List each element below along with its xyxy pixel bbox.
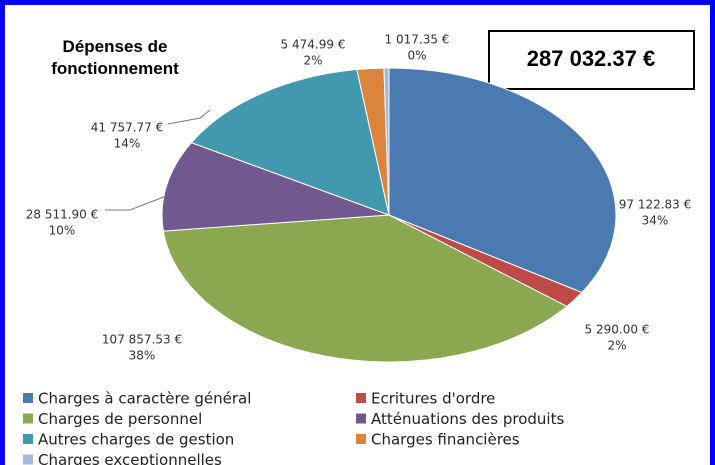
legend-swatch: [23, 413, 33, 424]
percent-label: 2%: [607, 339, 626, 353]
legend-label: Charges exceptionnelles: [38, 451, 222, 465]
pie-slice: [383, 67, 390, 216]
value-label: 28 511.90 €: [26, 208, 99, 222]
value-label: 97 122.83 €: [619, 198, 692, 212]
legend-swatch: [356, 413, 366, 424]
total: 287 032.37 €: [527, 46, 655, 71]
value-label: 1 017.35 €: [385, 33, 450, 47]
percent-label: 10%: [49, 224, 76, 238]
pie-slice: [162, 214, 568, 363]
value-label: 41 757.77 €: [91, 121, 164, 135]
pie-slice: [190, 68, 390, 216]
legend-label: Autres charges de gestion: [38, 431, 234, 449]
pie-slice: [388, 67, 617, 294]
percent-label: 38%: [129, 349, 156, 363]
legend-swatch: [23, 434, 33, 444]
legend-swatch: [356, 434, 366, 444]
value-label: 5 290.00 €: [585, 323, 650, 337]
total-box: [488, 30, 695, 90]
value-label: 5 474.99 €: [281, 38, 346, 52]
legend-swatch: [23, 393, 33, 403]
percent-label: 0%: [407, 49, 426, 63]
chart-title: Dépenses de fonctionnement: [51, 37, 179, 78]
leader-line: [105, 195, 167, 211]
percent-label: 2%: [303, 54, 322, 68]
percent-label: 14%: [114, 137, 141, 151]
percent-label: 34%: [642, 214, 669, 228]
legend-label: Atténuations des produits: [371, 410, 564, 428]
leader-line: [167, 109, 211, 125]
legend-label: Ecritures d'ordre: [371, 390, 495, 408]
legend-label: Charges à caractère général: [38, 390, 251, 408]
legend-label: Charges de personnel: [38, 410, 202, 428]
legend-label: Charges financières: [371, 431, 520, 449]
value-label: 107 857.53 €: [102, 333, 182, 347]
legend-swatch: [356, 393, 366, 403]
legend-swatch: [23, 454, 33, 465]
pie-slice: [161, 142, 390, 232]
